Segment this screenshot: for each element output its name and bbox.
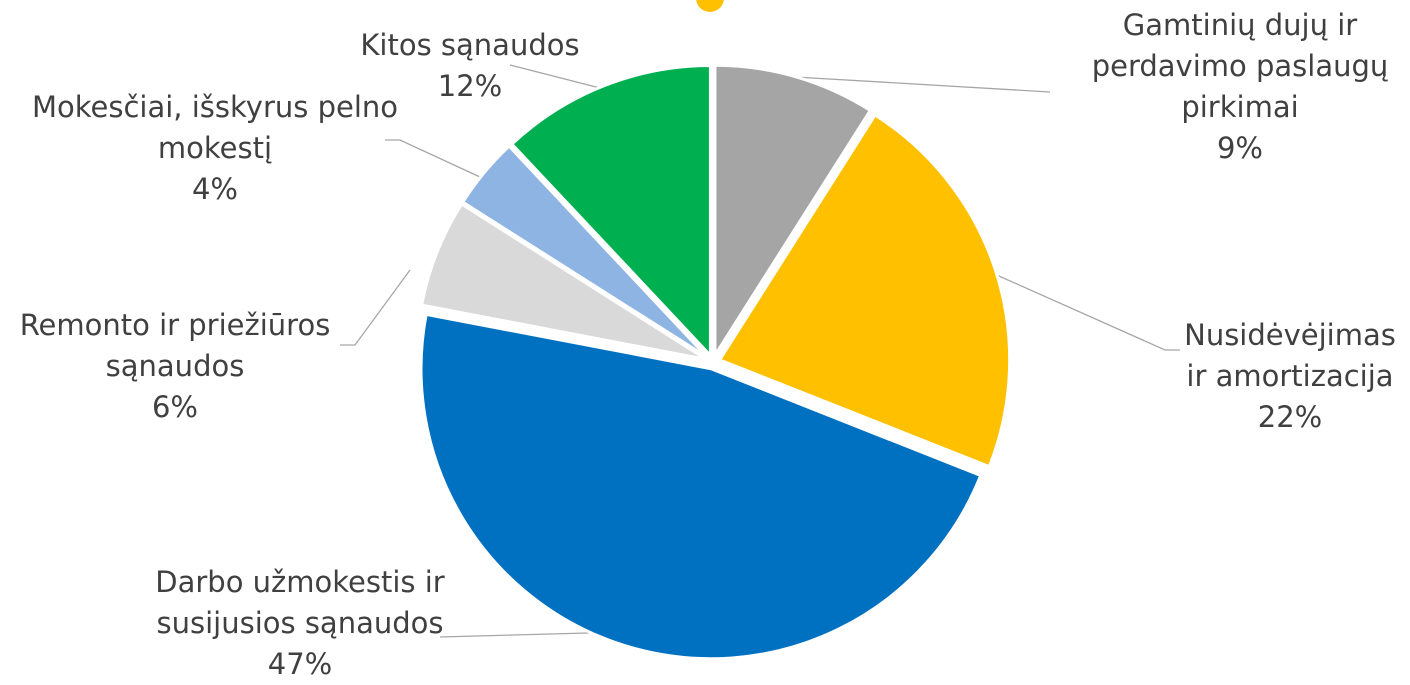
data-label: Kitos sąnaudos 12% (340, 25, 600, 107)
category-label: Nusidėvėjimas ir amortizacija (1184, 318, 1396, 393)
data-label: Nusidėvėjimas ir amortizacija 22% (1178, 315, 1403, 438)
pie-slice (419, 201, 708, 361)
pie-slice (460, 144, 709, 359)
leader-line (385, 139, 481, 178)
value-label: 4% (191, 172, 238, 206)
category-label: Darbo užmokestis ir susijusios sąnaudos (155, 565, 445, 640)
category-label: Kitos sąnaudos (360, 28, 580, 62)
data-label: Mokesčiai, išskyrus pelno mokestį 4% (20, 87, 410, 210)
pie-slice (509, 63, 712, 360)
pie-slice (713, 63, 873, 361)
decoration (696, 0, 724, 12)
pie-slice (717, 112, 1012, 469)
leader-line (509, 64, 601, 89)
value-label: 9% (1216, 131, 1263, 165)
data-label: Darbo užmokestis ir susijusios sąnaudos 4… (150, 562, 450, 685)
value-label: 12% (437, 69, 503, 103)
leader-line (989, 271, 1180, 351)
leader-line (340, 269, 411, 346)
leader-line (794, 76, 1051, 93)
category-label: Remonto ir priežiūros sąnaudos (19, 308, 331, 383)
value-label: 47% (267, 647, 333, 681)
data-label: Remonto ir priežiūros sąnaudos 6% (5, 305, 345, 428)
data-label: Gamtinių dujų ir perdavimo paslaugų pirk… (1080, 5, 1400, 169)
category-label: Gamtinių dujų ir perdavimo paslaugų pirk… (1091, 8, 1389, 124)
value-label: 6% (151, 390, 198, 424)
category-label: Mokesčiai, išskyrus pelno mokestį (32, 90, 398, 165)
value-label: 22% (1257, 400, 1323, 434)
pie-slice (419, 312, 983, 661)
